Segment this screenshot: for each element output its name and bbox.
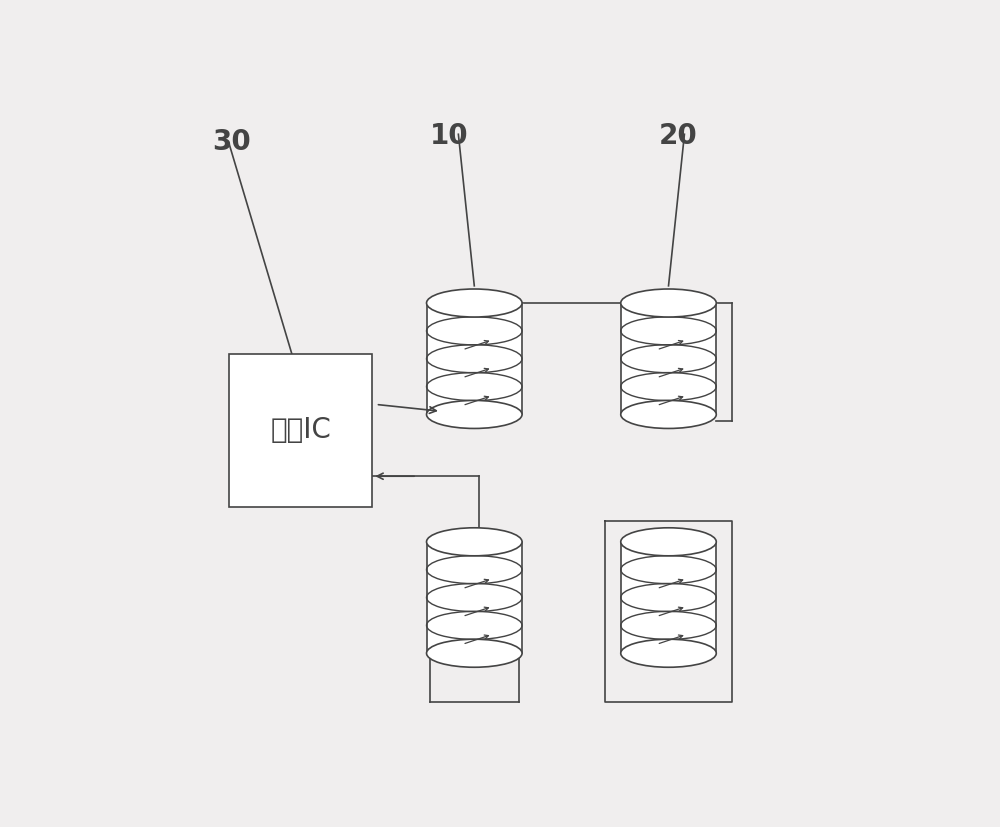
Ellipse shape [427, 289, 522, 317]
Ellipse shape [621, 400, 716, 428]
Polygon shape [621, 542, 716, 653]
Ellipse shape [621, 289, 716, 317]
Polygon shape [427, 303, 522, 414]
Ellipse shape [621, 639, 716, 667]
Ellipse shape [427, 400, 522, 428]
Text: 30: 30 [212, 128, 251, 156]
Ellipse shape [427, 528, 522, 556]
Bar [229, 354, 372, 507]
Polygon shape [621, 303, 716, 414]
Polygon shape [427, 542, 522, 653]
Ellipse shape [621, 528, 716, 556]
Text: 非接IC: 非接IC [270, 416, 331, 444]
Text: 10: 10 [430, 122, 468, 150]
Text: 20: 20 [659, 122, 697, 150]
Ellipse shape [427, 639, 522, 667]
